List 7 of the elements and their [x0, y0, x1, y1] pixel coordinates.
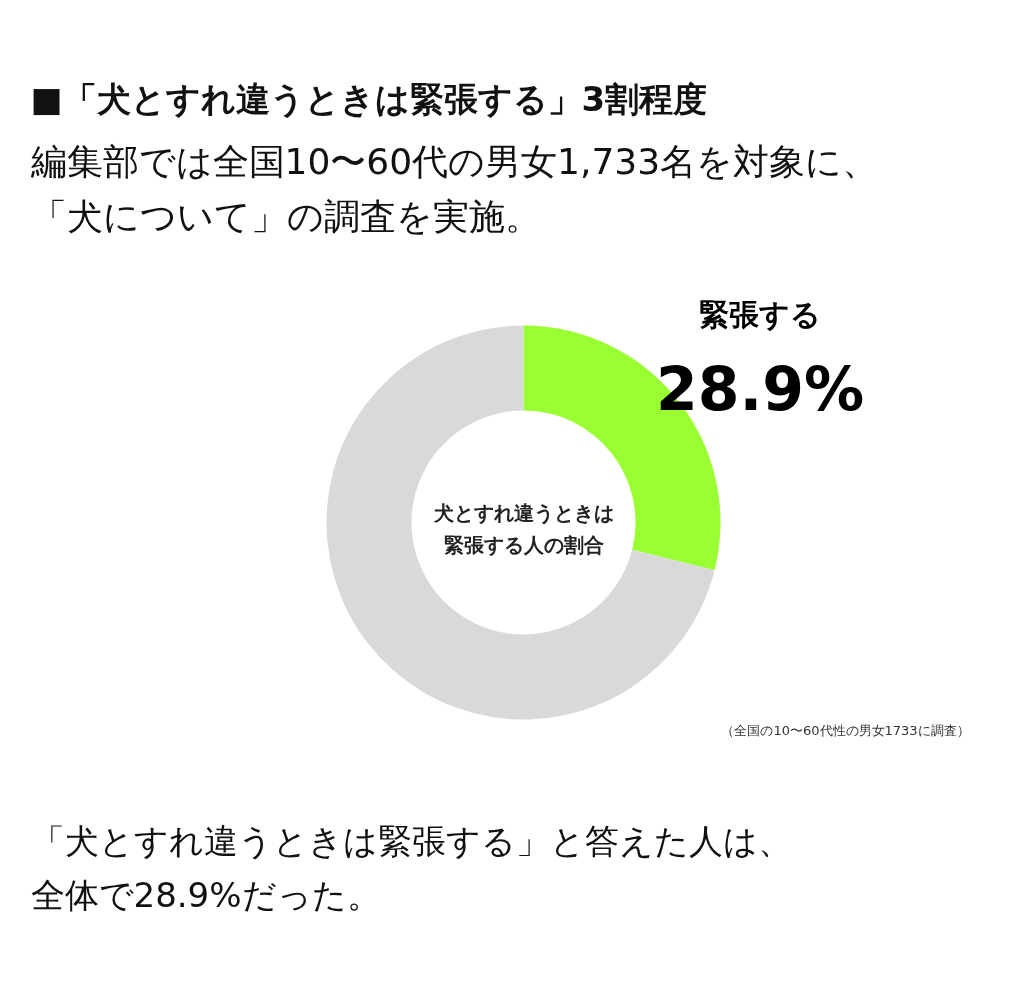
text: 犬とすれ違うときは緊張する人の割合: [432, 500, 614, 557]
slice-label: 緊張する: [698, 296, 821, 332]
text: （全国の10〜60代性の男女1733に調査）: [721, 722, 970, 738]
data-label: 28.9%: [655, 354, 865, 425]
chart-title: ■「犬とすれ違うときは緊張する」3割程度: [30, 78, 708, 119]
chart-subtitle: 編集部では全国10〜60代の男女1,733名を対象に、「犬について」の調査を実施。: [29, 140, 879, 237]
text: 「犬とすれ違うときは緊張する」と答えた人は、全体で28.9%だった。: [30, 820, 792, 915]
